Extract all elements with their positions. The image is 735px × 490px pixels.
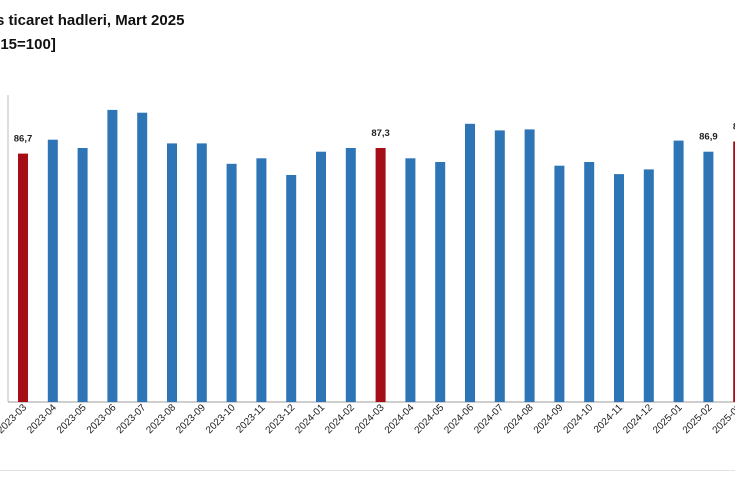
chart-title: s ticaret hadleri, Mart 2025 — [0, 12, 185, 29]
bar-2024-12 — [643, 169, 654, 402]
bar-2024-03 — [375, 148, 386, 402]
bar-2024-09 — [554, 165, 565, 402]
bar-2023-07 — [137, 112, 148, 402]
x-tick-label-2025-02: 2025-02 — [681, 402, 715, 436]
chart-subtitle: 015=100] — [0, 36, 56, 53]
bar-2024-07 — [494, 130, 505, 402]
x-tick-label-2024-03: 2024-03 — [353, 402, 387, 436]
bar-2023-04 — [47, 139, 58, 402]
data-label-2025-03: 87 — [733, 122, 735, 133]
x-tick-label-2024-01: 2024-01 — [293, 402, 327, 436]
x-tick-label-2023-10: 2023-10 — [204, 402, 238, 436]
bar-2023-08 — [167, 143, 177, 402]
x-tick-label-2025-03: 2025-03 — [711, 402, 735, 436]
bar-2023-09 — [196, 143, 207, 402]
x-tick-label-2024-12: 2024-12 — [621, 402, 655, 436]
bottom-divider — [0, 470, 735, 471]
x-tick-label-2024-09: 2024-09 — [532, 402, 566, 436]
bar-2023-10 — [226, 163, 237, 402]
x-tick-label-2023-06: 2023-06 — [85, 402, 119, 436]
data-labels-group: 86,7 87,3 86,9 87 — [14, 122, 735, 145]
bar-2024-05 — [435, 162, 446, 402]
bar-2024-10 — [584, 162, 595, 402]
x-tick-label-2024-05: 2024-05 — [413, 402, 447, 436]
x-tick-label-2024-08: 2024-08 — [502, 402, 536, 436]
bar-2024-08 — [524, 129, 535, 402]
bar-2024-06 — [465, 123, 475, 403]
bar-2024-11 — [614, 174, 624, 402]
x-tick-label-2023-11: 2023-11 — [234, 402, 268, 436]
x-tick-label-2023-12: 2023-12 — [264, 402, 298, 436]
bar-2023-05 — [77, 148, 88, 402]
x-tick-label-2024-02: 2024-02 — [323, 402, 357, 436]
bar-2024-04 — [405, 158, 416, 402]
x-tick-labels-group: 2023-032023-042023-052023-062023-072023-… — [0, 402, 735, 436]
x-tick-label-2024-11: 2024-11 — [592, 402, 626, 436]
bar-2023-06 — [107, 109, 118, 403]
x-tick-label-2024-07: 2024-07 — [472, 402, 506, 436]
bar-2025-01 — [673, 140, 684, 402]
data-label-2023-03: 86,7 — [14, 134, 33, 145]
bars-group — [18, 109, 735, 403]
x-tick-label-2024-10: 2024-10 — [562, 402, 596, 436]
bar-2024-01 — [316, 151, 326, 402]
bar-2023-03 — [18, 153, 28, 402]
x-tick-label-2025-01: 2025-01 — [651, 402, 685, 436]
x-tick-label-2023-04: 2023-04 — [25, 402, 59, 436]
x-tick-label-2024-06: 2024-06 — [442, 402, 476, 436]
x-tick-label-2023-07: 2023-07 — [115, 402, 149, 436]
data-label-2024-03: 87,3 — [371, 128, 390, 139]
bar-2023-12 — [286, 175, 297, 402]
bar-2024-02 — [345, 148, 356, 402]
bar-2025-02 — [703, 151, 714, 402]
data-label-2025-02: 86,9 — [699, 132, 718, 143]
x-tick-label-2023-03: 2023-03 — [0, 402, 29, 436]
bar-2025-03 — [733, 141, 735, 402]
x-tick-label-2023-09: 2023-09 — [174, 402, 208, 436]
x-tick-label-2023-08: 2023-08 — [144, 402, 178, 436]
x-tick-label-2024-04: 2024-04 — [383, 402, 417, 436]
x-tick-label-2023-05: 2023-05 — [55, 402, 89, 436]
bar-2023-11 — [256, 158, 267, 402]
